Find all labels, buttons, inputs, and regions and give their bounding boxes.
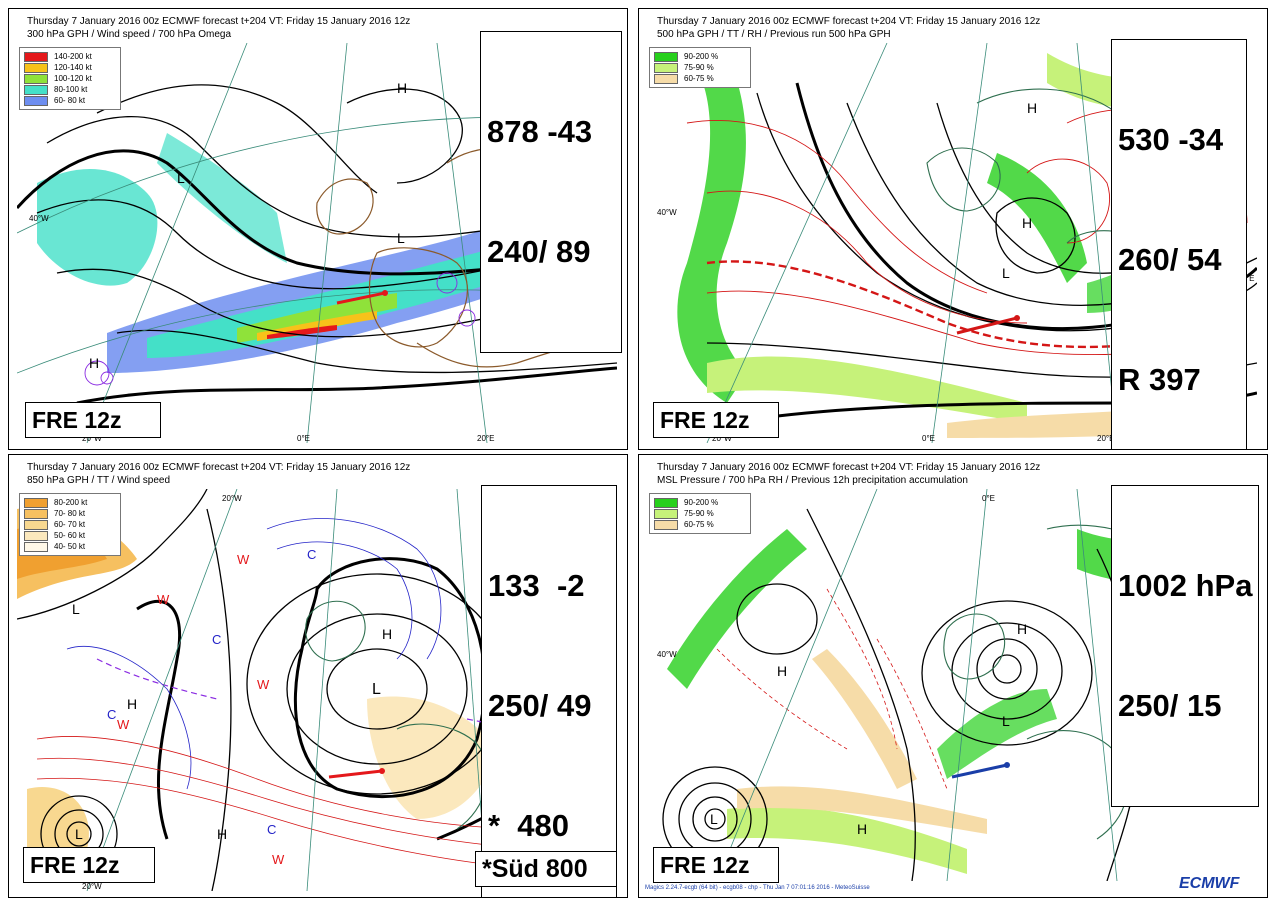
- panel-mslp: Thursday 7 January 2016 00z ECMWF foreca…: [638, 454, 1268, 898]
- station-values-box: 1002 hPa 250/ 15: [1111, 485, 1259, 807]
- lon-label-0e: 0°E: [982, 494, 995, 503]
- legend-entry: 75-90 %: [654, 62, 746, 73]
- legend-entry: 60-75 %: [654, 73, 746, 84]
- legend-entry: 100-120 kt: [24, 73, 116, 84]
- humidity-legend: 90-200 % 75-90 % 60-75 %: [649, 493, 751, 534]
- station-value-line: 878 -43: [487, 114, 593, 149]
- warm-symbol: W: [117, 717, 130, 732]
- station-values-box: 133 -2 250/ 49 * 480: [481, 485, 617, 897]
- high-symbol: H: [857, 821, 867, 837]
- legend-entry: 70- 80 kt: [24, 508, 116, 519]
- station-value-line: 1002 hPa: [1118, 568, 1253, 603]
- lon-label-20w: 20°W: [82, 434, 102, 443]
- station-value-line: 260/ 54: [1118, 242, 1222, 277]
- legend-entry: 90-200 %: [654, 497, 746, 508]
- station-value-line: 133 -2: [488, 568, 585, 603]
- legend-entry: 80-100 kt: [24, 84, 116, 95]
- high-symbol: H: [382, 626, 392, 642]
- station-values-box: 878 -43 240/ 89: [480, 31, 622, 353]
- high-symbol: H: [1022, 215, 1032, 231]
- low-symbol: L: [177, 170, 185, 186]
- south-value-box: *Süd 800: [475, 851, 617, 887]
- lat-label-40w: 40°W: [657, 650, 677, 659]
- low-symbol: L: [1002, 713, 1010, 729]
- high-symbol: H: [1027, 100, 1037, 116]
- wind-speed-legend: 140-200 kt 120-140 kt 100-120 kt 80-100 …: [19, 47, 121, 110]
- panel-header-line1: Thursday 7 January 2016 00z ECMWF foreca…: [657, 462, 1041, 473]
- lon-label-20w: 20°W: [222, 494, 242, 503]
- warm-symbol: W: [237, 552, 250, 567]
- station-label: FRE 12z: [25, 402, 161, 438]
- station-value-line: 250/ 15: [1118, 688, 1222, 723]
- low-symbol: L: [372, 681, 381, 698]
- wind-speed-legend: 80-200 kt 70- 80 kt 60- 70 kt 50- 60 kt …: [19, 493, 121, 556]
- high-symbol: H: [397, 80, 407, 96]
- lon-label-0e: 0°E: [922, 434, 935, 443]
- panel-500hpa: Thursday 7 January 2016 00z ECMWF foreca…: [638, 8, 1268, 450]
- legend-entry: 60- 80 kt: [24, 95, 116, 106]
- lon-label-20e: 20°E: [477, 434, 494, 443]
- legend-entry: 75-90 %: [654, 508, 746, 519]
- legend-entry: 120-140 kt: [24, 62, 116, 73]
- warm-symbol: W: [257, 677, 270, 692]
- legend-entry: 60-75 %: [654, 519, 746, 530]
- legend-entry: 140-200 kt: [24, 51, 116, 62]
- lon-label-0e: 0°E: [297, 434, 310, 443]
- legend-entry: 40- 50 kt: [24, 541, 116, 552]
- station-value-line: * 480: [488, 808, 570, 843]
- station-value-line: R 397: [1118, 362, 1201, 397]
- panel-header-line2: 300 hPa GPH / Wind speed / 700 hPa Omega: [27, 29, 232, 40]
- panel-header-line2: 500 hPa GPH / TT / RH / Previous run 500…: [657, 29, 891, 40]
- cold-symbol: C: [212, 632, 221, 647]
- low-symbol: L: [1002, 265, 1010, 281]
- panel-header-line1: Thursday 7 January 2016 00z ECMWF foreca…: [27, 16, 411, 27]
- lat-label-40w: 40°W: [29, 214, 49, 223]
- station-label: FRE 12z: [653, 847, 779, 883]
- panel-header-line1: Thursday 7 January 2016 00z ECMWF foreca…: [27, 462, 411, 473]
- legend-entry: 50- 60 kt: [24, 530, 116, 541]
- lon-label-20w: 20°W: [82, 882, 102, 891]
- cold-symbol: C: [307, 547, 316, 562]
- station-value-line: 250/ 49: [488, 688, 592, 723]
- warm-symbol: W: [157, 592, 170, 607]
- panel-850hpa: Thursday 7 January 2016 00z ECMWF foreca…: [8, 454, 628, 898]
- station-value-line: 530 -34: [1118, 122, 1224, 157]
- high-symbol: H: [127, 696, 137, 712]
- lon-label-20w: 20°W: [712, 434, 732, 443]
- high-symbol: H: [1017, 621, 1027, 637]
- cold-symbol: C: [107, 707, 116, 722]
- ecmwf-logo: ECMWF: [1179, 875, 1240, 892]
- legend-entry: 90-200 %: [654, 51, 746, 62]
- panel-300hpa: Thursday 7 January 2016 00z ECMWF foreca…: [8, 8, 628, 450]
- cold-symbol: C: [267, 822, 276, 837]
- humidity-legend: 90-200 % 75-90 % 60-75 %: [649, 47, 751, 88]
- low-symbol: L: [75, 826, 83, 842]
- panel-header-line1: Thursday 7 January 2016 00z ECMWF foreca…: [657, 16, 1041, 27]
- software-footer: Magics 2.24.7-ecgb (64 bit) - ecgb08 - c…: [645, 885, 870, 891]
- legend-entry: 60- 70 kt: [24, 519, 116, 530]
- panel-header-line2: 850 hPa GPH / TT / Wind speed: [27, 475, 171, 486]
- station-label: FRE 12z: [653, 402, 779, 438]
- station-label: FRE 12z: [23, 847, 155, 883]
- legend-entry: 80-200 kt: [24, 497, 116, 508]
- high-symbol: H: [217, 826, 227, 842]
- lat-label-40w: 40°W: [657, 208, 677, 217]
- panel-header-line2: MSL Pressure / 700 hPa RH / Previous 12h…: [657, 475, 968, 486]
- low-symbol: L: [397, 230, 405, 246]
- warm-symbol: W: [272, 852, 285, 867]
- high-symbol: H: [777, 663, 787, 679]
- lon-label-20e: 20°E: [1097, 434, 1114, 443]
- station-value-line: 240/ 89: [487, 234, 591, 269]
- low-symbol: L: [72, 601, 80, 617]
- station-values-box: 530 -34 260/ 54 R 397: [1111, 39, 1247, 449]
- high-symbol: H: [89, 355, 99, 371]
- low-symbol: L: [710, 811, 718, 827]
